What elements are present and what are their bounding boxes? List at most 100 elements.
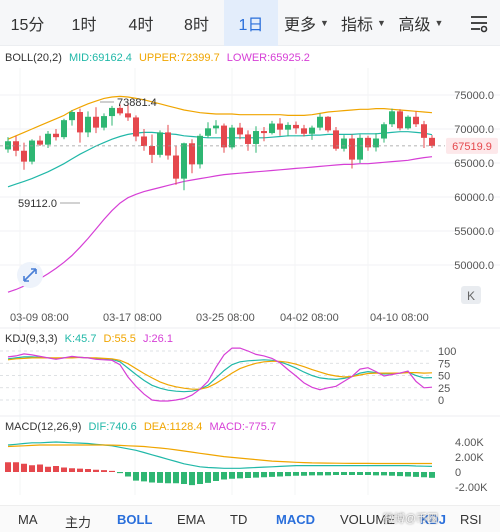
candlestick-chart[interactable]: 75000.070000.065000.060000.055000.050000… — [0, 46, 500, 506]
macd-histogram-bar — [357, 472, 363, 475]
macd-histogram-bar — [181, 472, 187, 484]
macd-histogram-bar — [77, 468, 83, 472]
btab-boll[interactable]: BOLL — [117, 512, 153, 527]
candle-body — [253, 131, 259, 144]
boll-upper: UPPER:72399.7 — [138, 52, 220, 64]
price-axis-label: 70000.0 — [454, 124, 494, 136]
kdj-axis-label: 75 — [438, 358, 450, 370]
candle-body — [5, 141, 11, 150]
kdj-axis-label: 100 — [438, 346, 456, 358]
macd-histogram-bar — [293, 472, 299, 476]
macd-histogram-bar — [13, 462, 19, 472]
tab-15m[interactable]: 15分 — [0, 0, 55, 46]
tab-label: 1日 — [238, 17, 264, 34]
macd-histogram-bar — [21, 463, 27, 472]
macd-histogram-bar — [237, 472, 243, 479]
candle-body — [317, 116, 323, 128]
candle-body — [109, 107, 115, 117]
macd-histogram-bar — [221, 472, 227, 480]
btab-ma[interactable]: MA — [18, 512, 38, 527]
settings-sliders-icon[interactable] — [468, 12, 490, 34]
candle-body — [221, 125, 227, 148]
tab-1h[interactable]: 1时 — [55, 0, 113, 46]
macd-histogram-bar — [261, 472, 267, 478]
macd-histogram-bar — [189, 472, 195, 486]
kdj-legend[interactable]: KDJ(9,3,3) K:45.7 D:55.5 J:26.1 — [5, 333, 173, 345]
macd-histogram-bar — [93, 469, 99, 472]
date-axis-label: 04-10 08:00 — [370, 312, 429, 324]
candle-body — [53, 133, 59, 138]
candle-body — [309, 127, 315, 134]
btab-kdj[interactable]: KDJ — [420, 512, 447, 527]
date-axis-label: 03-17 08:00 — [103, 312, 162, 324]
candle-body — [13, 141, 19, 151]
tab-label: 指标 — [341, 17, 374, 34]
reset-button-bg — [461, 286, 481, 304]
btab-macd[interactable]: MACD — [276, 512, 315, 527]
macd-histogram-bar — [245, 472, 251, 478]
macd-histogram-bar — [165, 472, 171, 484]
tab-1d[interactable]: 1日 — [224, 0, 278, 46]
macd-histogram-bar — [109, 470, 115, 472]
candle-body — [45, 133, 51, 145]
btab-volume[interactable]: VOLUME — [340, 512, 395, 527]
boll-lower-line — [7, 156, 433, 293]
candle-body — [349, 138, 355, 160]
chart-area[interactable]: 75000.0 70000.0 65000.0 60000.0 55000.0 50000… — [0, 46, 500, 506]
candle-body — [397, 111, 403, 129]
kdj-j: J:26.1 — [143, 333, 173, 345]
tab-indicators[interactable]: 指标 ▼ — [335, 0, 392, 46]
tab-more[interactable]: 更多 ▼ — [278, 0, 335, 46]
macd-histogram-bar — [253, 472, 259, 478]
kdj-axis-label: 25 — [438, 383, 450, 395]
macd-histogram-bar — [429, 472, 435, 478]
tab-advanced[interactable]: 高级 ▼ — [392, 0, 450, 46]
candle-body — [85, 116, 91, 133]
macd-histogram-bar — [69, 468, 75, 472]
macd-axis-label: 0 — [455, 467, 461, 479]
btab-main-force[interactable]: 主力 — [65, 515, 92, 530]
candle-body — [237, 127, 243, 135]
btab-td[interactable]: TD — [230, 512, 248, 527]
high-price-label: 73881.4 — [117, 97, 157, 109]
kdj-d: D:55.5 — [103, 333, 136, 345]
macd-histogram-bar — [421, 472, 427, 478]
price-axis-label: 50000.0 — [454, 260, 494, 272]
btab-ema[interactable]: EMA — [177, 512, 206, 527]
candle-body — [381, 124, 387, 139]
macd-histogram-bar — [61, 467, 67, 472]
kdj-axis-label: 0 — [438, 395, 444, 407]
boll-upper-line — [7, 95, 433, 140]
btab-rsi[interactable]: RSI — [460, 512, 482, 527]
macd-histogram-bar — [45, 466, 51, 472]
tab-8h[interactable]: 8时 — [169, 0, 224, 46]
boll-name: BOLL(20,2) — [5, 52, 62, 64]
expand-icon — [23, 268, 37, 282]
candle-body — [133, 117, 139, 137]
macd-histogram-bar — [173, 472, 179, 484]
candle-body — [405, 116, 411, 129]
candle-body — [125, 113, 131, 118]
macd-legend[interactable]: MACD(12,26,9) DIF:740.6 DEA:1128.4 MACD:… — [5, 421, 276, 433]
macd-histogram-bar — [141, 472, 147, 482]
boll-mid-line — [7, 131, 433, 188]
candle-body — [157, 132, 163, 155]
macd-dif: DIF:740.6 — [88, 421, 137, 433]
macd-histogram-bar — [285, 472, 291, 477]
candle-body — [245, 134, 251, 144]
candle-body — [429, 137, 435, 146]
candle-body — [205, 128, 211, 136]
caret-down-icon: ▼ — [320, 18, 329, 28]
candle-body — [21, 150, 27, 162]
boll-legend[interactable]: BOLL(20,2) MID:69162.4 UPPER:72399.7 LOW… — [5, 52, 310, 64]
price-axis-label: 75000.0 — [454, 90, 494, 102]
candle-body — [389, 111, 395, 125]
tab-4h[interactable]: 4时 — [113, 0, 169, 46]
macd-histogram-bar — [85, 469, 91, 472]
candle-body — [165, 132, 171, 156]
current-price-tag — [446, 137, 498, 154]
macd-histogram-bar — [5, 462, 11, 472]
candle-body — [229, 127, 235, 148]
macd-histogram-bar — [125, 472, 131, 477]
tab-label: 1时 — [71, 17, 97, 34]
